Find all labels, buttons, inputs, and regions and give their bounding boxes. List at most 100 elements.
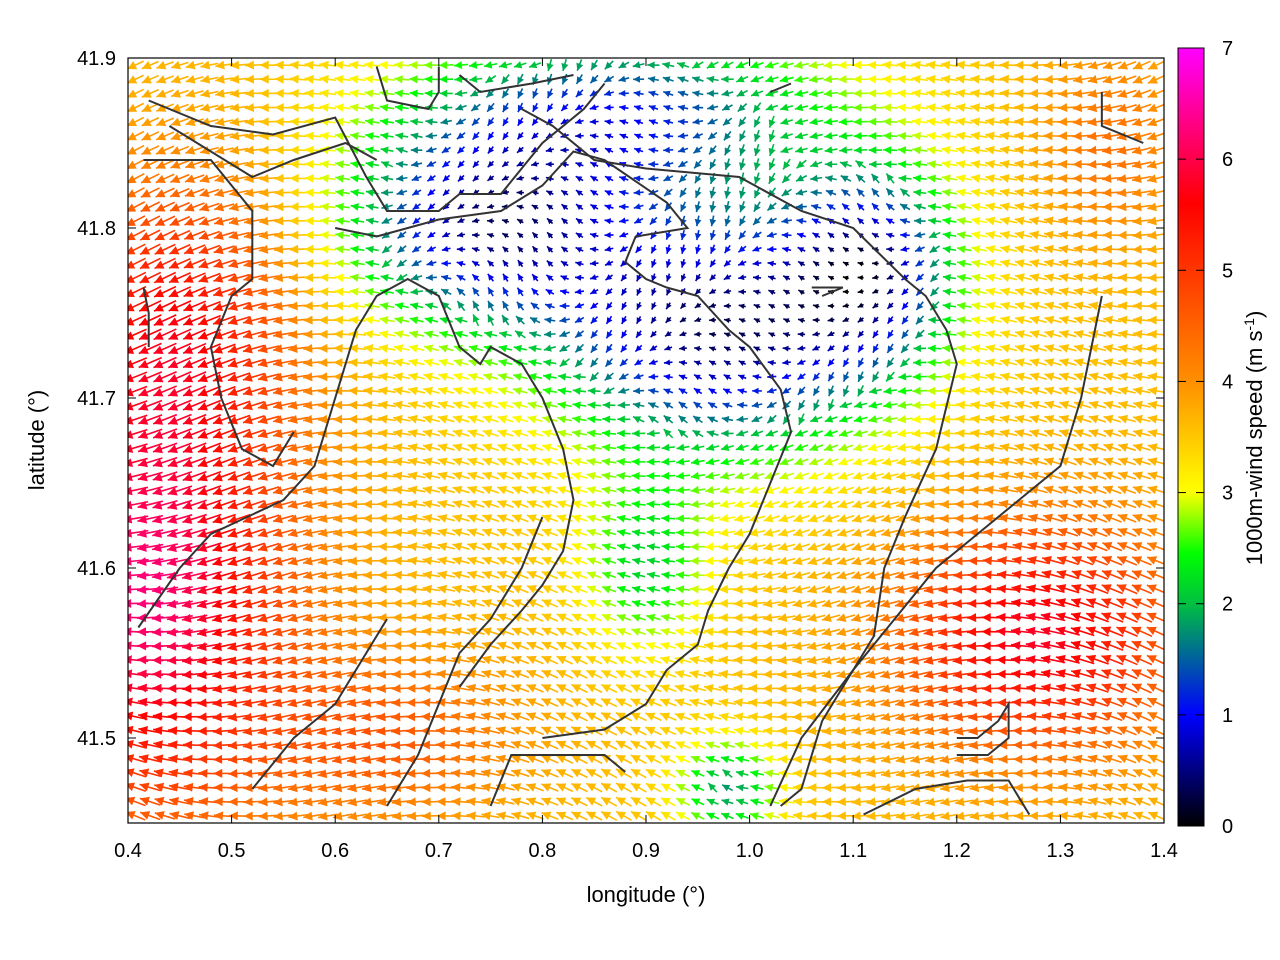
wind-arrow [495, 740, 515, 750]
wind-arrow [585, 796, 603, 807]
wind-arrow-head [645, 741, 656, 750]
wind-arrow-head [1028, 768, 1038, 778]
wind-arrow-head [257, 726, 268, 736]
wind-arrow [600, 782, 618, 793]
wind-arrow [437, 528, 456, 537]
wind-arrow-head [952, 599, 963, 609]
wind-arrow-head [166, 599, 177, 609]
wind-arrow-head [1042, 740, 1053, 750]
wind-arrow-head [952, 613, 962, 623]
wind-arrow [242, 740, 265, 750]
wind-arrow [674, 684, 692, 693]
wind-arrow-head [660, 627, 670, 637]
wind-arrow-head [601, 783, 612, 792]
wind-arrow [555, 754, 574, 764]
wind-arrow-head [660, 755, 671, 764]
wind-arrow-head [895, 740, 906, 750]
wind-arrow-head [807, 627, 817, 637]
wind-arrow-head [748, 627, 758, 637]
wind-arrow [273, 811, 294, 821]
wind-arrow-head [556, 740, 567, 750]
wind-arrow [675, 811, 691, 821]
wind-arrow [645, 782, 662, 793]
wind-arrow-head [996, 627, 1006, 637]
wind-arrow-head [128, 514, 133, 524]
wind-arrow [600, 740, 618, 751]
wind-arrow [437, 514, 456, 523]
wind-arrow [750, 798, 764, 806]
wind-arrow [139, 782, 162, 792]
wind-arrow [778, 528, 796, 537]
wind-arrow-head [1027, 740, 1038, 750]
wind-arrow-head [778, 797, 788, 807]
wind-arrow [1073, 811, 1092, 821]
wind-arrow-head [541, 797, 552, 806]
wind-arrow-head [128, 570, 132, 580]
wind-arrow-head [967, 655, 977, 665]
wind-arrow [895, 740, 915, 750]
wind-arrow [511, 514, 529, 523]
wind-arrow [645, 627, 661, 636]
wind-arrow [436, 627, 456, 637]
wind-arrow [570, 754, 588, 765]
wind-arrow-head [1013, 783, 1023, 793]
wind-arrow-head [822, 599, 832, 608]
wind-arrow-head [392, 528, 403, 538]
wind-arrow [895, 811, 915, 821]
wind-arrow [821, 655, 841, 665]
wind-arrow-head [909, 712, 920, 722]
wind-arrow-head [792, 712, 802, 722]
wind-arrow [317, 585, 338, 594]
wind-arrow-head [910, 811, 921, 821]
wind-arrow [763, 528, 781, 537]
wind-arrow-head [128, 641, 132, 651]
wind-arrow-head [128, 528, 133, 538]
wind-arrow-head [953, 684, 963, 694]
wind-arrow [1028, 768, 1049, 778]
wind-arrow-head [422, 514, 433, 523]
wind-arrow [302, 528, 324, 538]
wind-arrow-head [167, 669, 177, 679]
wind-arrow-head [422, 542, 433, 552]
wind-arrow [617, 571, 631, 580]
wind-arrow-head [792, 811, 803, 821]
wind-arrow [762, 584, 781, 594]
wind-arrow-head [984, 811, 995, 821]
wind-arrow-head [137, 627, 147, 637]
wind-arrow [806, 669, 826, 679]
wind-arrow-head [437, 499, 448, 509]
wind-arrow-head [967, 627, 977, 637]
wind-arrow-head [437, 542, 448, 552]
wind-arrow-head [1058, 783, 1068, 792]
wind-arrow-head [288, 783, 298, 793]
wind-arrow-head [778, 528, 789, 537]
wind-arrow-head [346, 755, 357, 764]
wind-arrow-head [630, 797, 641, 806]
wind-arrow [954, 811, 974, 821]
wind-arrow-head [318, 556, 328, 566]
wind-arrow-head [1118, 811, 1129, 821]
wind-arrow-head [586, 542, 597, 551]
wind-arrow-head [362, 570, 373, 580]
wind-arrow [778, 514, 795, 523]
wind-arrow [466, 811, 486, 821]
wind-arrow [496, 542, 514, 551]
wind-arrow-head [675, 486, 685, 495]
wind-arrow [880, 726, 900, 736]
wind-arrow [777, 570, 796, 580]
wind-arrow-head [939, 754, 950, 764]
wind-arrow [630, 642, 647, 651]
wind-arrow-head [420, 740, 430, 750]
wind-arrow-head [212, 726, 223, 736]
wind-arrow-head [616, 486, 626, 495]
wind-arrow [674, 641, 692, 651]
wind-arrow-head [128, 740, 134, 749]
wind-arrow [362, 811, 382, 821]
wind-arrow-head [704, 627, 714, 637]
wind-arrow-head [212, 670, 222, 680]
wind-arrow-head [939, 740, 950, 750]
wind-arrow [1117, 740, 1137, 750]
wind-arrow-head [953, 726, 964, 736]
wind-arrow [526, 485, 544, 495]
wind-arrow-head [128, 584, 132, 594]
